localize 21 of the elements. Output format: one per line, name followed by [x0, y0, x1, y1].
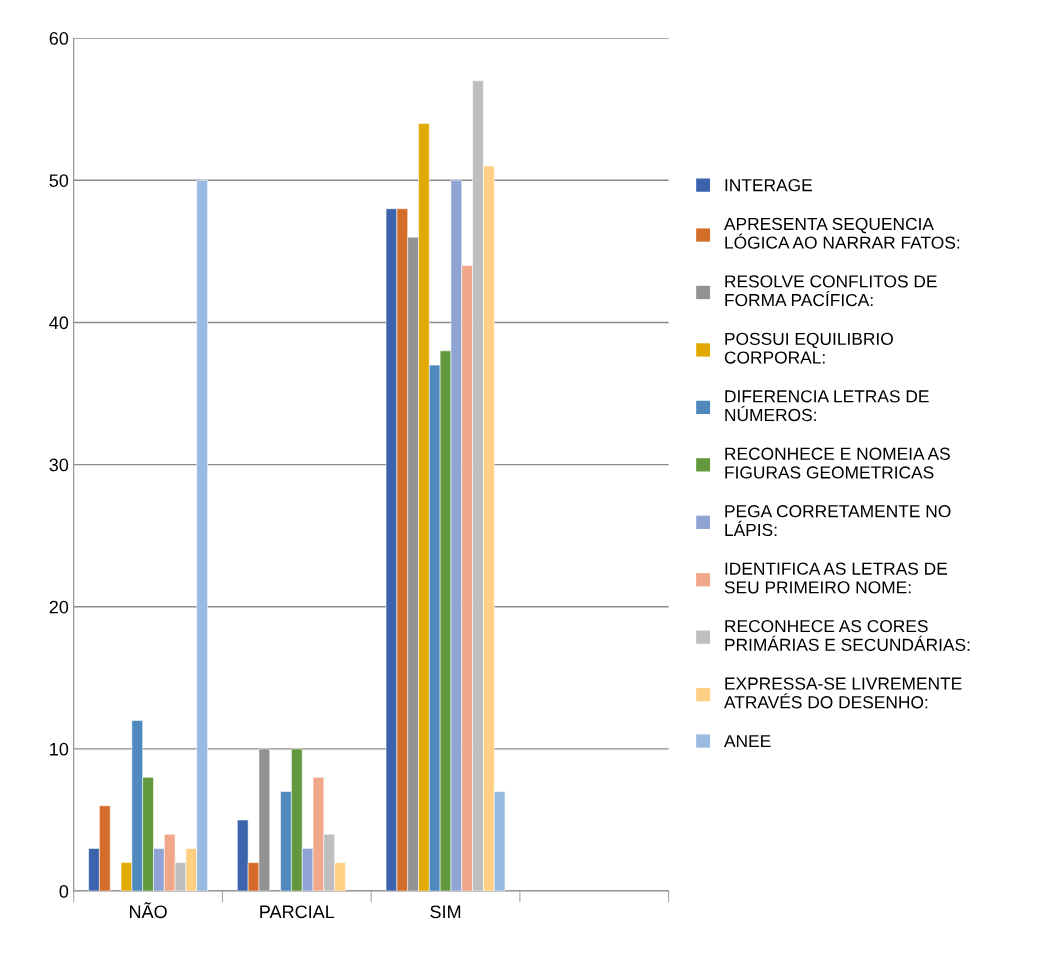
legend-label: IDENTIFICA AS LETRAS DE SEU PRIMEIRO NOME: [724, 562, 948, 594]
y-tick-label: 60 [49, 32, 69, 45]
legend-label: RESOLVE CONFLITOS DE FORMA PACÍFICA: [725, 275, 937, 307]
y-tick-label: 30 [49, 458, 69, 472]
x-tick-label: NÃO [130, 902, 167, 919]
x-tick-label: PARCIAL [260, 905, 335, 919]
legend-label: APRESENTA SEQUENCIA LÓGICA AO NARRAR FATOS: [723, 217, 960, 249]
y-tick-label: 0 [59, 884, 69, 898]
legend-label: PEGA CORRETAMENTE NO LÁPIS: [725, 505, 951, 537]
y-tick-label: 40 [49, 316, 69, 330]
x-tick-label: SIM [430, 905, 461, 919]
legend-label: ANEE [723, 735, 771, 748]
legend-label: EXPRESSA-SE LIVREMENTE ATRAVÉS DO DESENHO: [723, 677, 962, 709]
legend-label: RECONHECE E NOMEIA AS FIGURAS GEOMETRICAS [725, 447, 950, 479]
legend-label: RECONHECE AS CORES PRIMÁRIAS E SECUNDÁRIAS: [725, 619, 970, 651]
legend-label: POSSUI EQUILIBRIO CORPORAL: [724, 332, 893, 364]
legend-label: INTERAGE [725, 179, 812, 192]
y-tick-label: 20 [49, 600, 69, 614]
y-tick-label: 50 [49, 174, 69, 187]
legend-label: DIFERENCIA LETRAS DE NÚMEROS: [725, 390, 929, 422]
y-tick-label: 10 [50, 742, 69, 756]
